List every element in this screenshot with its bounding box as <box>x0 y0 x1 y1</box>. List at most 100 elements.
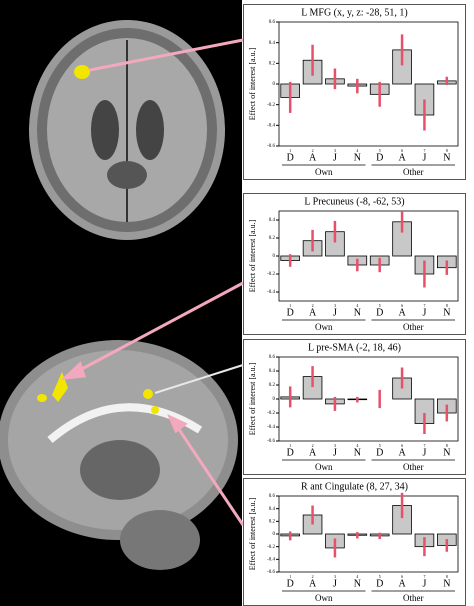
category-number: 6 <box>401 303 403 308</box>
category-number: 2 <box>312 443 314 448</box>
category-number: 2 <box>312 303 314 308</box>
category-number: 3 <box>334 443 336 448</box>
y-tick-label: -0.2 <box>267 411 275 416</box>
group-label: Own <box>315 167 333 177</box>
y-tick-label: 0.2 <box>269 383 276 388</box>
category-number: 4 <box>356 303 358 308</box>
y-tick-label: 0.2 <box>269 236 276 241</box>
y-tick-label: -0.4 <box>267 123 275 128</box>
x-tick-label: J <box>422 307 426 318</box>
category-number: 1 <box>289 574 291 579</box>
category-number: 1 <box>289 303 291 308</box>
y-tick-label: -0.4 <box>267 425 275 430</box>
x-tick-label: J <box>333 447 337 458</box>
y-tick-label: 0.4 <box>269 41 276 46</box>
category-number: 7 <box>423 574 425 579</box>
x-tick-label: D <box>376 447 383 458</box>
chart-panel: L pre-SMA (-2, 18, 46) Effect of interest… <box>243 339 466 475</box>
category-number: 7 <box>423 148 425 153</box>
y-axis-label: Effect of interest [a.u.] <box>248 47 257 120</box>
x-tick-label: A <box>309 578 317 589</box>
group-label: Own <box>315 593 333 603</box>
x-tick-label: A <box>309 307 317 318</box>
category-number: 6 <box>401 443 403 448</box>
axial-brain <box>29 20 225 240</box>
chart-title: L MFG (x, y, z: -28, 51, 1) <box>301 7 407 18</box>
y-tick-label: -0.6 <box>267 570 275 575</box>
group-label: Other <box>403 593 424 603</box>
category-number: 5 <box>379 443 381 448</box>
x-tick-label: A <box>398 152 406 163</box>
y-axis-label: Effect of interest [a.u.] <box>248 362 257 435</box>
x-tick-label: J <box>422 447 426 458</box>
group-label: Other <box>403 462 424 472</box>
group-label: Other <box>403 322 424 332</box>
connectors <box>60 38 245 526</box>
chart-title: L pre-SMA (-2, 18, 46) <box>308 342 401 353</box>
category-number: 8 <box>446 443 448 448</box>
y-tick-label: 0 <box>273 397 276 402</box>
x-tick-label: N <box>354 307 361 318</box>
y-tick-label: 0 <box>273 254 276 259</box>
y-tick-label: 0 <box>273 82 276 87</box>
x-tick-label: D <box>287 447 294 458</box>
x-tick-label: N <box>354 447 361 458</box>
sagittal-brain <box>0 340 238 570</box>
x-tick-label: J <box>422 578 426 589</box>
category-number: 6 <box>401 148 403 153</box>
x-tick-label: N <box>354 578 361 589</box>
x-tick-label: A <box>398 307 406 318</box>
y-axis-label: Effect of interest [a.u.] <box>248 497 257 570</box>
x-tick-label: N <box>443 307 450 318</box>
category-number: 5 <box>379 148 381 153</box>
category-number: 4 <box>356 148 358 153</box>
category-number: 8 <box>446 303 448 308</box>
y-tick-label: 0.6 <box>269 20 276 25</box>
category-number: 8 <box>446 574 448 579</box>
chart-title: R ant Cingulate (8, 27, 34) <box>301 481 408 492</box>
category-number: 1 <box>289 443 291 448</box>
y-tick-label: -0.6 <box>267 439 275 444</box>
x-tick-label: A <box>309 152 317 163</box>
x-tick-label: J <box>333 307 337 318</box>
category-number: 1 <box>289 148 291 153</box>
category-number: 5 <box>379 574 381 579</box>
group-label: Own <box>315 462 333 472</box>
x-tick-label: A <box>398 578 406 589</box>
x-tick-label: D <box>376 307 383 318</box>
x-tick-label: D <box>287 307 294 318</box>
y-tick-label: 0.4 <box>269 369 276 374</box>
category-number: 7 <box>423 443 425 448</box>
x-tick-label: J <box>422 152 426 163</box>
x-tick-label: A <box>309 447 317 458</box>
x-tick-label: N <box>443 447 450 458</box>
y-tick-label: -0.4 <box>267 557 275 562</box>
x-tick-label: N <box>443 578 450 589</box>
category-number: 3 <box>334 574 336 579</box>
y-tick-label: 0.4 <box>269 218 276 223</box>
y-tick-label: 0.4 <box>269 507 276 512</box>
y-tick-label: 0.6 <box>269 355 276 360</box>
x-tick-label: J <box>333 578 337 589</box>
group-label: Own <box>315 322 333 332</box>
y-tick-label: -0.2 <box>267 103 275 108</box>
x-tick-label: D <box>376 578 383 589</box>
chart-panel: L MFG (x, y, z: -28, 51, 1) Effect of int… <box>243 4 466 180</box>
x-tick-label: J <box>333 152 337 163</box>
category-number: 6 <box>401 574 403 579</box>
x-tick-label: D <box>376 152 383 163</box>
chart-title: L Precuneus (-8, -62, 53) <box>304 196 404 207</box>
y-tick-label: -0.2 <box>267 272 275 277</box>
x-tick-label: A <box>398 447 406 458</box>
category-number: 2 <box>312 574 314 579</box>
category-number: 5 <box>379 303 381 308</box>
y-tick-label: -0.2 <box>267 545 275 550</box>
y-tick-label: 0.6 <box>269 494 276 499</box>
category-number: 4 <box>356 443 358 448</box>
x-tick-label: N <box>443 152 450 163</box>
category-number: 4 <box>356 574 358 579</box>
y-tick-label: 0.2 <box>269 519 276 524</box>
group-label: Other <box>403 167 424 177</box>
category-number: 3 <box>334 303 336 308</box>
